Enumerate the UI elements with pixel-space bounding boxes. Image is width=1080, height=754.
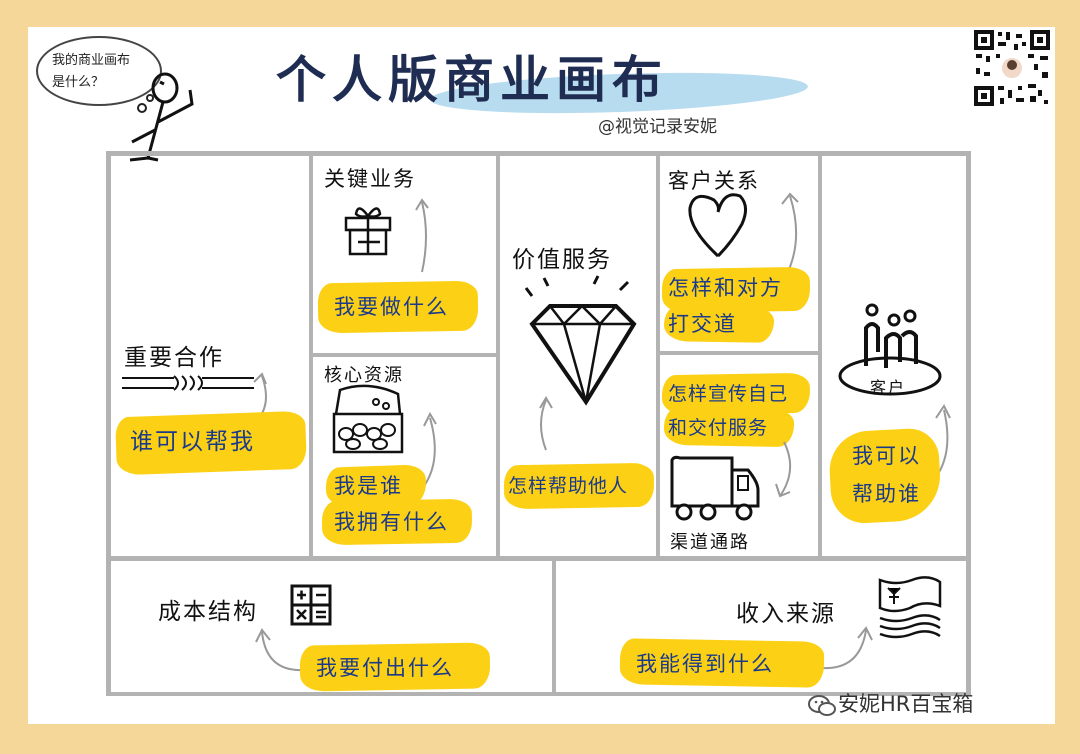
grid-outer-bottom bbox=[106, 692, 971, 696]
grid-v-bottom bbox=[552, 558, 556, 694]
customers-question-2: 帮助谁 bbox=[852, 482, 921, 506]
canvas-card bbox=[28, 27, 1055, 724]
wechat-icon bbox=[808, 695, 836, 716]
revenue-streams-label: 收入来源 bbox=[736, 601, 836, 627]
grid-v4 bbox=[818, 151, 822, 559]
qr-code-icon bbox=[972, 28, 1052, 108]
key-resources-question-1: 我是谁 bbox=[334, 474, 403, 498]
gift-icon bbox=[344, 207, 392, 256]
revenue-streams-question: 我能得到什么 bbox=[636, 652, 774, 676]
treasure-chest-icon bbox=[332, 384, 404, 454]
arrow-up-icon bbox=[539, 396, 553, 451]
arrow-up-icon bbox=[821, 626, 873, 670]
cost-structure-question: 我要付出什么 bbox=[316, 656, 454, 680]
cost-structure-label: 成本结构 bbox=[158, 599, 258, 625]
value-proposition-label: 价值服务 bbox=[512, 247, 612, 273]
customer-relationships-label: 客户关系 bbox=[668, 169, 760, 193]
arrow-up-icon bbox=[255, 628, 305, 672]
grid-v3 bbox=[656, 151, 660, 559]
grid-middle-horizontal bbox=[106, 556, 971, 561]
stick-figure-icon bbox=[129, 72, 194, 162]
customers-label: 客户 bbox=[870, 378, 907, 397]
key-partners-label: 重要合作 bbox=[124, 345, 224, 371]
arrow-up-icon bbox=[415, 198, 429, 273]
channels-label: 渠道通路 bbox=[670, 532, 750, 553]
grid-h-left-split bbox=[309, 353, 499, 357]
customers-icon bbox=[838, 303, 942, 396]
handshake-icon bbox=[122, 375, 254, 391]
grid-outer-left bbox=[106, 151, 111, 696]
author-credit: @视觉记录安妮 bbox=[598, 117, 717, 137]
diamond-icon bbox=[524, 275, 637, 406]
customer-relationships-question-1: 怎样和对方 bbox=[668, 276, 783, 300]
customer-relationships-question-2: 打交道 bbox=[668, 312, 737, 336]
value-proposition-question: 怎样帮助他人 bbox=[508, 475, 629, 497]
key-resources-label: 核心资源 bbox=[324, 365, 404, 386]
grid-outer-top bbox=[106, 151, 970, 156]
speech-line-1: 我的商业画布 bbox=[52, 53, 131, 68]
channels-question-2: 和交付服务 bbox=[668, 417, 769, 439]
key-partners-question: 谁可以帮我 bbox=[130, 429, 255, 455]
calculator-icon bbox=[290, 584, 332, 626]
key-resources-question-2: 我拥有什么 bbox=[334, 510, 449, 534]
speech-bubble-text: 我的商业画布 是什么？ bbox=[52, 50, 152, 94]
customers-question-1: 我可以 bbox=[852, 444, 921, 468]
arrow-up-icon bbox=[423, 411, 437, 487]
speech-bubble bbox=[36, 36, 162, 106]
grid-outer-right bbox=[966, 151, 971, 696]
channels-question-1: 怎样宣传自己 bbox=[668, 383, 789, 405]
money-icon bbox=[878, 576, 942, 639]
heart-icon bbox=[688, 193, 747, 258]
speech-line-2: 是什么？ bbox=[52, 75, 105, 90]
page-title: 个人版商业画布 bbox=[276, 51, 668, 109]
grid-h-right-split bbox=[656, 351, 821, 355]
arrow-down-icon bbox=[775, 441, 791, 498]
key-activities-label: 关键业务 bbox=[324, 167, 416, 191]
key-activities-question: 我要做什么 bbox=[334, 295, 449, 319]
watermark-text: 安妮HR百宝箱 bbox=[838, 692, 974, 716]
truck-icon bbox=[670, 455, 760, 521]
